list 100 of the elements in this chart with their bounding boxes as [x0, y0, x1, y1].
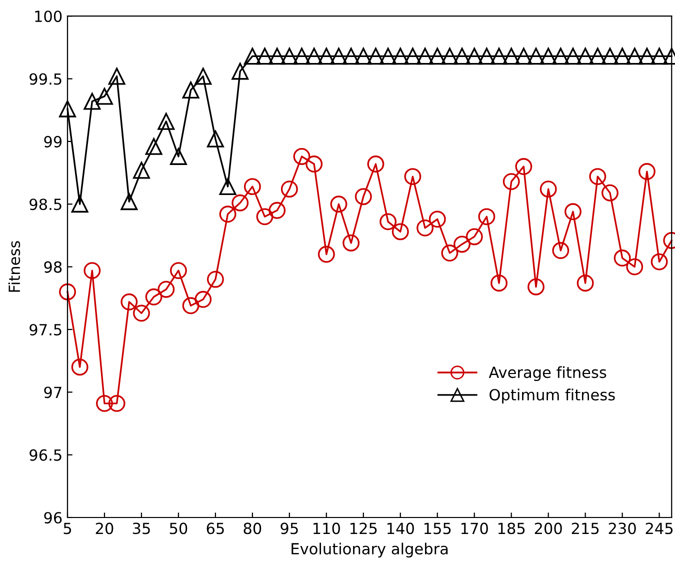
- x-axis-title: Evolutionary algebra: [292, 542, 448, 558]
- point: [244, 48, 261, 65]
- point: [219, 178, 236, 196]
- point: [478, 208, 496, 226]
- x-tick-label: 140: [387, 522, 414, 534]
- point: [280, 48, 298, 65]
- point: [404, 168, 422, 186]
- point: [392, 48, 409, 65]
- point: [614, 250, 631, 266]
- x-tick-label: 65: [206, 522, 224, 534]
- point: [96, 394, 113, 412]
- point: [306, 48, 323, 65]
- point: [528, 48, 544, 65]
- point: [552, 48, 570, 65]
- point: [638, 163, 656, 180]
- point: [330, 196, 348, 213]
- point: [256, 48, 274, 65]
- point: [59, 283, 76, 300]
- point: [318, 48, 335, 65]
- point: [552, 242, 570, 259]
- point: [441, 48, 458, 65]
- y-tick-label: 96: [44, 512, 62, 524]
- point: [120, 193, 138, 210]
- point: [428, 210, 446, 228]
- x-tick-label: 20: [96, 522, 114, 534]
- point: [626, 258, 644, 276]
- point: [416, 219, 434, 236]
- point: [367, 48, 384, 65]
- point: [589, 48, 606, 65]
- point: [268, 202, 286, 219]
- point: [441, 244, 458, 262]
- point: [404, 48, 422, 65]
- y-tick-label: 98.5: [30, 198, 62, 210]
- point: [170, 262, 187, 280]
- point: [293, 148, 310, 165]
- y-tick-label: 97.5: [30, 324, 62, 336]
- point: [84, 92, 101, 110]
- point: [306, 156, 323, 172]
- point: [96, 88, 113, 105]
- legend-label: Optimum fitness: [490, 388, 615, 404]
- point: [540, 48, 557, 65]
- point: [380, 213, 397, 230]
- point: [206, 270, 224, 288]
- point: [564, 203, 582, 220]
- x-tick-label: 170: [461, 522, 488, 534]
- point: [108, 68, 126, 85]
- point: [232, 62, 249, 80]
- point: [120, 293, 138, 310]
- y-tick-label: 99.5: [30, 73, 62, 85]
- x-tick-label: 155: [424, 522, 451, 534]
- point: [490, 48, 508, 65]
- point: [170, 148, 187, 165]
- y-tick-label: 98: [44, 261, 62, 273]
- point: [354, 48, 372, 65]
- point: [219, 206, 236, 223]
- point: [84, 262, 101, 280]
- point: [515, 158, 532, 175]
- point: [318, 246, 335, 263]
- x-tick-label: 215: [572, 522, 599, 534]
- point: [244, 178, 261, 196]
- point: [614, 48, 631, 65]
- point: [342, 234, 360, 252]
- point: [454, 236, 471, 253]
- point: [490, 274, 508, 292]
- point: [367, 156, 384, 172]
- point: [454, 48, 471, 65]
- point: [540, 180, 557, 198]
- x-tick-label: 125: [350, 522, 377, 534]
- y-tick-label: 99: [44, 136, 62, 148]
- point: [564, 48, 582, 65]
- y-tick-label: 96.5: [30, 449, 62, 461]
- point: [528, 278, 544, 296]
- x-tick-label: 245: [646, 522, 673, 534]
- point: [330, 48, 348, 65]
- x-tick-label: 95: [280, 522, 298, 534]
- point: [71, 196, 88, 213]
- point: [502, 48, 520, 65]
- point: [650, 253, 668, 270]
- point: [380, 48, 397, 65]
- point: [194, 290, 212, 308]
- point: [158, 280, 175, 298]
- point: [108, 394, 126, 412]
- y-tick-label: 97: [44, 386, 62, 398]
- point: [71, 358, 88, 376]
- point: [133, 304, 150, 322]
- x-tick-label: 230: [608, 522, 636, 534]
- point: [293, 48, 310, 65]
- point: [502, 173, 520, 190]
- point: [515, 48, 532, 65]
- point: [638, 48, 656, 65]
- point: [232, 194, 249, 212]
- y-tick-label: 100: [35, 10, 62, 22]
- legend-label: Average fitness: [488, 366, 606, 382]
- point: [342, 48, 360, 65]
- point: [182, 82, 200, 99]
- point: [268, 48, 286, 65]
- point: [392, 223, 409, 240]
- x-tick-label: 5: [64, 522, 72, 534]
- x-tick-label: 35: [132, 522, 150, 534]
- point: [145, 138, 162, 155]
